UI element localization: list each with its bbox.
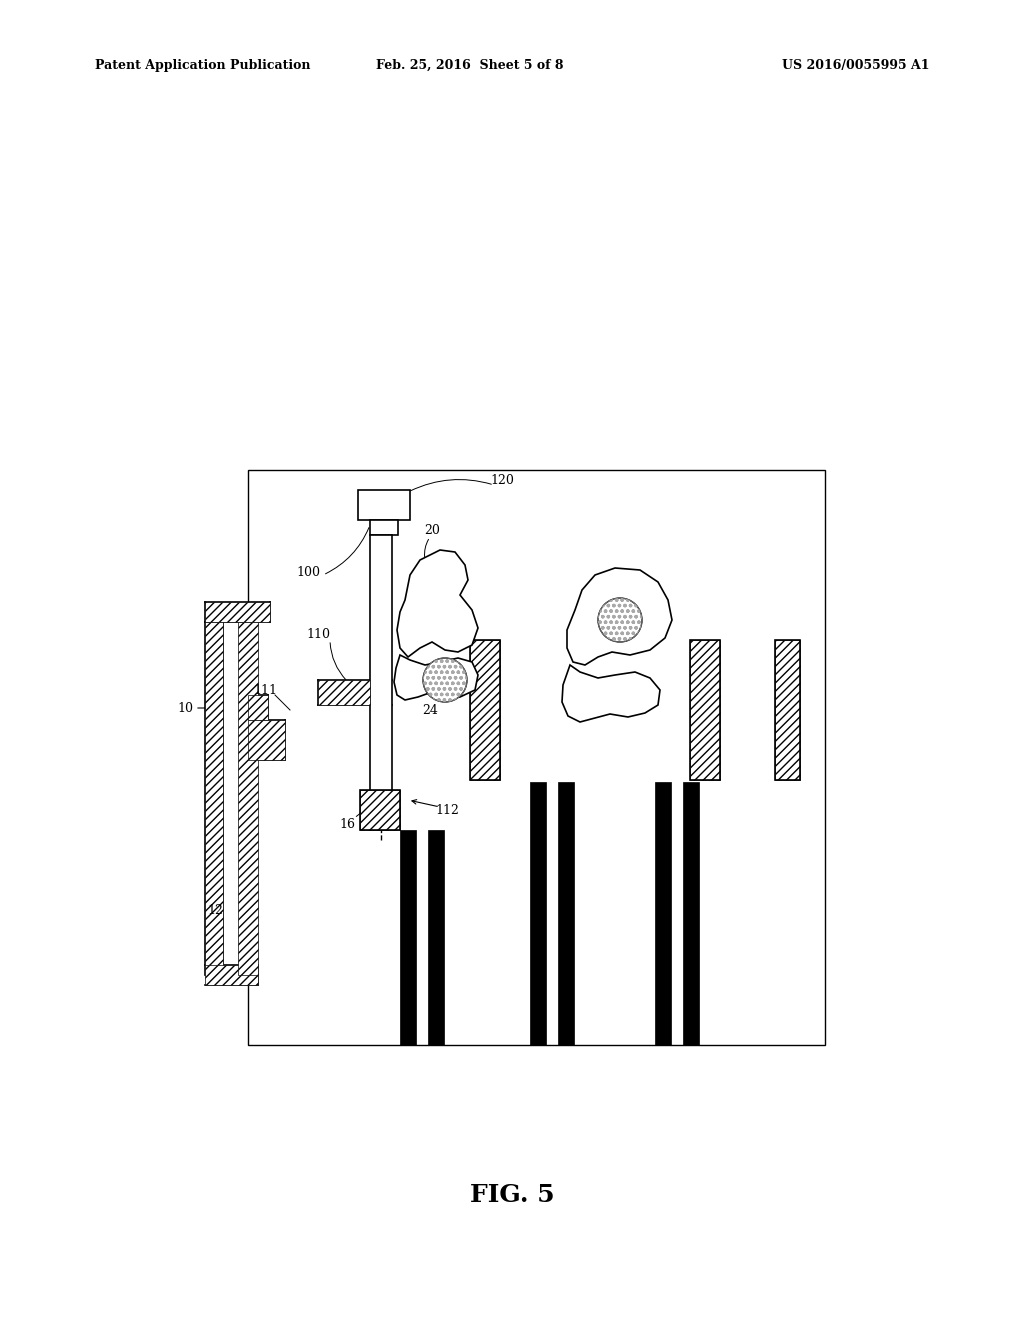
Text: 112: 112 [435, 804, 459, 817]
Text: US 2016/0055995 A1: US 2016/0055995 A1 [782, 58, 930, 71]
Text: 120: 120 [490, 474, 514, 487]
Bar [238, 622, 258, 975]
Bar [558, 781, 574, 1045]
Bar [248, 696, 268, 719]
Text: 20: 20 [424, 524, 440, 536]
Text: Feb. 25, 2016  Sheet 5 of 8: Feb. 25, 2016 Sheet 5 of 8 [376, 58, 564, 71]
Bar [205, 622, 223, 975]
Bar [248, 470, 825, 1045]
Polygon shape [562, 665, 660, 722]
Bar [775, 640, 800, 780]
Bar [470, 640, 500, 780]
Text: FIG. 5: FIG. 5 [470, 1183, 554, 1206]
Bar [370, 520, 398, 535]
Text: 110: 110 [306, 628, 330, 642]
Bar [248, 719, 285, 760]
Bar [360, 789, 400, 830]
Bar [318, 680, 370, 705]
Bar [470, 640, 500, 780]
Bar [400, 830, 416, 1045]
Text: 10: 10 [177, 701, 193, 714]
Bar [358, 490, 410, 520]
Polygon shape [397, 550, 478, 657]
Text: 16: 16 [339, 818, 355, 832]
Text: 24: 24 [422, 704, 438, 717]
Text: Patent Application Publication: Patent Application Publication [95, 58, 310, 71]
Bar [775, 640, 800, 780]
Polygon shape [567, 568, 672, 665]
Text: 111: 111 [253, 684, 278, 697]
Bar [690, 640, 720, 780]
Text: 100: 100 [296, 565, 319, 578]
Bar [428, 830, 444, 1045]
Bar [205, 602, 270, 622]
Circle shape [423, 657, 467, 702]
Bar [690, 640, 720, 780]
Bar [655, 781, 671, 1045]
Bar [370, 535, 392, 830]
Bar [530, 781, 546, 1045]
Bar [205, 965, 258, 985]
Bar [683, 781, 699, 1045]
Polygon shape [394, 655, 478, 700]
Text: 12: 12 [207, 903, 223, 916]
Circle shape [598, 598, 642, 642]
Bar [360, 789, 400, 830]
